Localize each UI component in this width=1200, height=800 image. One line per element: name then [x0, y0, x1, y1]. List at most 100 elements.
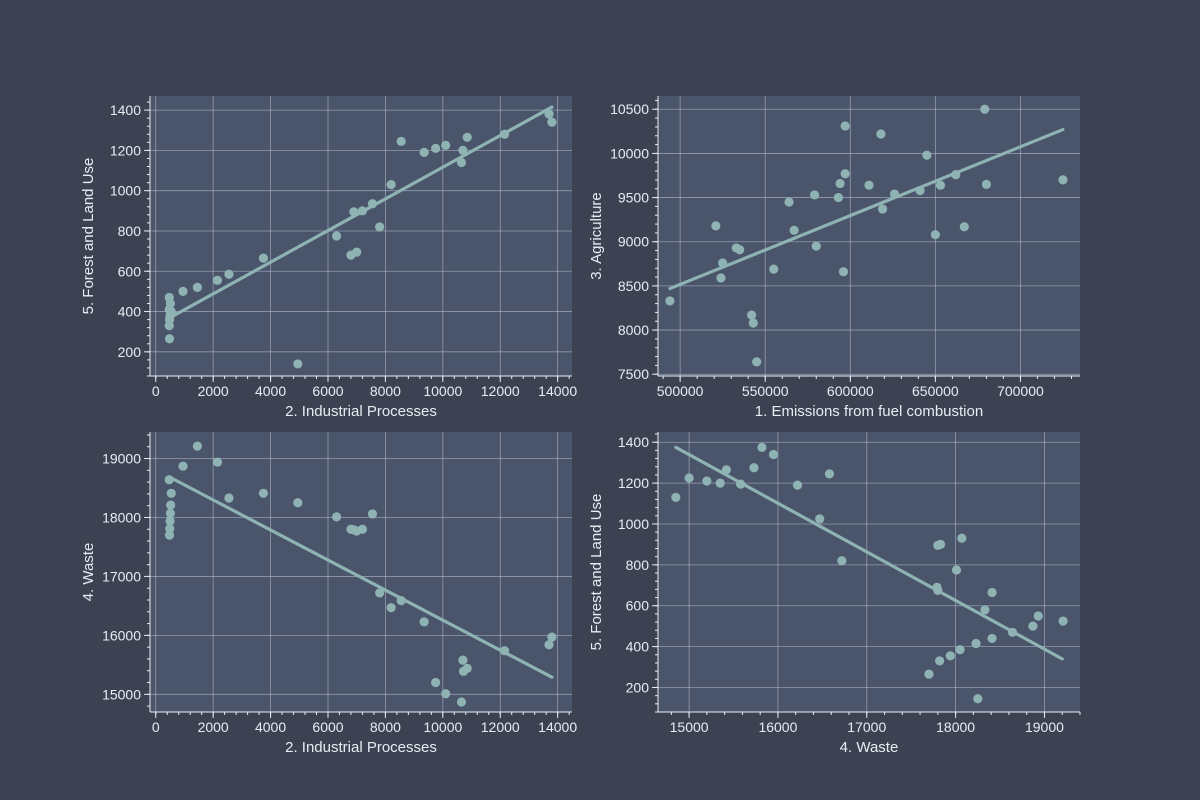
y-tick-label: 9000 — [618, 234, 649, 250]
x-tick-label: 16000 — [758, 719, 797, 735]
scatter-point — [835, 178, 845, 189]
x-tick-label: 12000 — [481, 719, 520, 735]
y-tick-label: 10000 — [610, 145, 649, 161]
scatter-point — [789, 225, 799, 235]
scatter-point — [838, 267, 849, 277]
plot-area — [150, 432, 572, 712]
scatter-point — [441, 140, 451, 150]
scatter-point — [735, 245, 745, 255]
x-tick-label: 2000 — [198, 719, 229, 735]
plot-area — [658, 96, 1080, 376]
x-tick-label: 12000 — [481, 383, 520, 399]
scatter-point — [165, 508, 175, 518]
scatter-point — [212, 457, 223, 467]
y-tick-label: 16000 — [102, 627, 141, 643]
scatter-point — [547, 632, 557, 642]
y-tick-label: 400 — [118, 304, 142, 320]
scatter-point — [878, 204, 888, 214]
scatter-point — [178, 286, 188, 296]
scatter-point — [386, 603, 396, 613]
y-tick-label: 600 — [626, 598, 650, 614]
scatter-point — [752, 357, 762, 367]
x-tick-label: 17000 — [847, 719, 886, 735]
y-tick-label: 7500 — [618, 366, 649, 382]
y-tick-label: 1200 — [618, 475, 649, 491]
scatter-point — [431, 143, 441, 153]
scatter-point — [864, 180, 874, 190]
y-tick-label: 800 — [118, 223, 142, 239]
scatter-point — [809, 190, 820, 200]
trend-line — [168, 475, 554, 679]
y-axis-label: 4. Waste — [80, 543, 97, 602]
x-tick-label: 650000 — [912, 383, 959, 399]
scatter-point — [955, 645, 965, 655]
y-tick-label: 200 — [626, 679, 650, 695]
x-tick-label: 18000 — [936, 719, 975, 735]
y-tick-label: 600 — [118, 263, 142, 279]
y-tick-label: 8500 — [618, 278, 649, 294]
scatter-point — [833, 192, 843, 203]
scatter-point — [935, 656, 945, 666]
x-axis-label: 4. Waste — [840, 739, 899, 756]
scatter-point — [458, 655, 468, 665]
x-tick-label: 0 — [152, 383, 160, 399]
x-tick-label: 6000 — [312, 383, 343, 399]
chart-panel-3: 0 2000 4000 6000 8000 10000 12000 14000 15000 160… — [80, 432, 577, 756]
scatter-point — [935, 539, 946, 550]
y-tick-label: 1000 — [618, 516, 649, 532]
scatter-point — [716, 273, 726, 283]
scatter-point — [258, 488, 268, 498]
scatter-point — [165, 524, 175, 534]
trend-line — [168, 105, 554, 320]
scatter-point — [671, 492, 681, 503]
scatter-point — [293, 498, 303, 508]
scatter-point — [971, 638, 981, 649]
scatter-point — [684, 473, 694, 483]
scatter-point — [959, 222, 969, 232]
chart-panel-2: 500000 550000 600000 650000 700000 7500 8000 85… — [588, 96, 1080, 420]
scatter-point — [924, 669, 934, 679]
x-tick-label: 550000 — [742, 383, 789, 399]
scatter-point — [544, 640, 554, 650]
y-tick-label: 18000 — [102, 509, 141, 525]
scatter-point — [375, 222, 385, 232]
scatter-point — [164, 334, 175, 344]
trend-line — [668, 127, 1065, 291]
x-tick-label: 700000 — [997, 383, 1044, 399]
y-tick-label: 10500 — [610, 101, 649, 117]
scatter-point — [396, 136, 406, 146]
scatter-point — [293, 359, 303, 369]
y-tick-label: 1400 — [618, 434, 649, 450]
scatter-point — [386, 180, 396, 190]
scatter-point — [1058, 175, 1068, 185]
y-tick-label: 200 — [118, 344, 142, 360]
y-tick-label: 400 — [626, 639, 650, 655]
y-axis-label: 5. Forest and Land Use — [588, 494, 605, 651]
x-tick-label: 15000 — [670, 719, 709, 735]
chart-panel-1: 0 2000 4000 6000 8000 10000 12000 14000 200 400 60… — [80, 96, 577, 420]
scatter-point — [981, 179, 992, 189]
scatter-point — [951, 565, 962, 575]
scatter-point — [769, 264, 779, 274]
x-tick-label: 500000 — [657, 383, 704, 399]
scatter-point — [1058, 616, 1068, 626]
scatter-point — [757, 442, 767, 452]
scatter-point — [419, 147, 429, 158]
scatter-point — [367, 509, 378, 519]
y-tick-label: 19000 — [102, 451, 141, 467]
y-tick-label: 17000 — [102, 568, 141, 584]
scatter-point — [749, 463, 759, 473]
scatter-point — [456, 157, 467, 168]
y-tick-label: 15000 — [102, 686, 141, 702]
x-axis-label: 2. Industrial Processes — [285, 739, 437, 756]
y-tick-label: 1000 — [110, 183, 141, 199]
x-tick-label: 2000 — [198, 383, 229, 399]
scatter-point — [166, 488, 176, 498]
scatter-point — [192, 441, 202, 451]
scatter-point — [224, 269, 234, 279]
x-tick-label: 4000 — [255, 719, 286, 735]
x-tick-label: 14000 — [538, 383, 577, 399]
x-tick-label: 0 — [152, 719, 160, 735]
scatter-point — [748, 318, 758, 328]
